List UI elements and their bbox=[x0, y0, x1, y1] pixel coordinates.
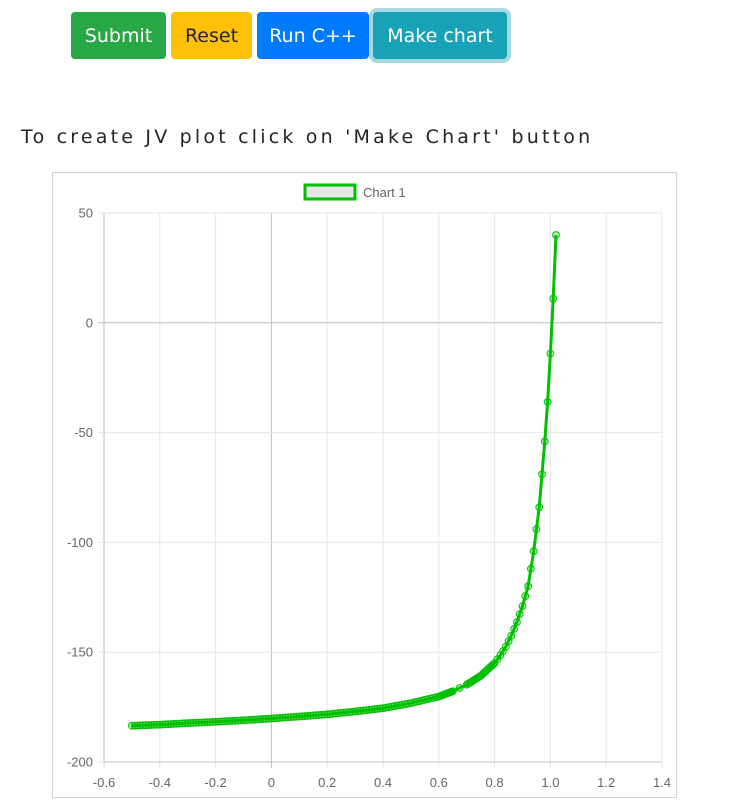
legend-swatch bbox=[303, 183, 357, 201]
y-tick-label: -150 bbox=[67, 645, 93, 660]
series-line bbox=[131, 234, 558, 728]
x-tick-label: 0 bbox=[268, 775, 275, 790]
x-tick-label: -0.2 bbox=[204, 775, 226, 790]
run-cpp-button[interactable]: Run C++ bbox=[257, 12, 369, 59]
make-chart-button[interactable]: Make chart bbox=[373, 12, 507, 59]
instruction-text: To create JV plot click on 'Make Chart' … bbox=[21, 126, 594, 148]
y-tick-label: -100 bbox=[67, 535, 93, 550]
y-tick-label: -200 bbox=[67, 755, 93, 770]
y-tick-label: -50 bbox=[74, 425, 93, 440]
x-tick-label: 1.2 bbox=[597, 775, 615, 790]
x-tick-label: 0.6 bbox=[430, 775, 448, 790]
series-chart-1 bbox=[128, 231, 560, 730]
x-tick-label: -0.6 bbox=[93, 775, 115, 790]
x-tick-label: 0.8 bbox=[486, 775, 504, 790]
legend-label: Chart 1 bbox=[363, 185, 406, 200]
x-tick-label: 1.4 bbox=[653, 775, 671, 790]
jv-chart: -0.6 -0.4 -0.2 0 0.2 0.4 0.6 0.8 1.0 1.2 1.4 50 0 -50… bbox=[52, 172, 677, 798]
x-tick-label: 0.4 bbox=[374, 775, 392, 790]
y-tick-label: 50 bbox=[79, 206, 93, 221]
submit-button[interactable]: Submit bbox=[71, 12, 166, 59]
reset-button[interactable]: Reset bbox=[171, 12, 252, 59]
x-tick-label: -0.4 bbox=[149, 775, 171, 790]
y-tick-label: 0 bbox=[86, 315, 93, 330]
x-tick-label: 0.2 bbox=[318, 775, 336, 790]
chart-canvas: -0.6 -0.4 -0.2 0 0.2 0.4 0.6 0.8 1.0 1.2 1.4 50 0 -50… bbox=[67, 183, 671, 790]
x-tick-label: 1.0 bbox=[541, 775, 559, 790]
